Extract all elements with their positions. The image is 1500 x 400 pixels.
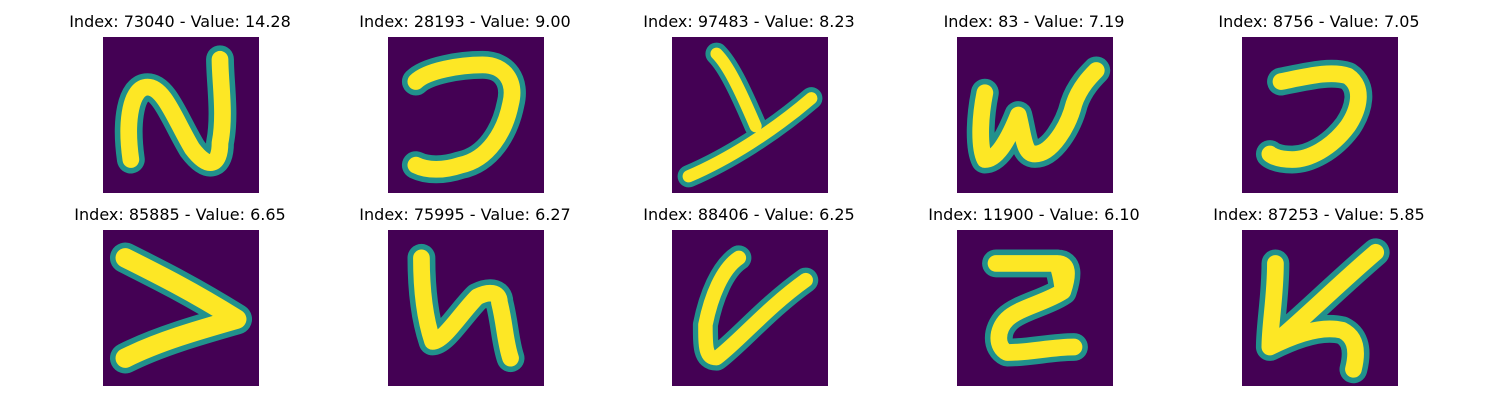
digit-image-k [1242,230,1398,386]
digit-image-y [672,37,828,193]
panel-title: Index: 28193 - Value: 9.00 [359,12,571,31]
digit-image-reversed-c [388,37,544,193]
panel-title: Index: 97483 - Value: 8.23 [643,12,855,31]
panel-title: Index: 11900 - Value: 6.10 [928,205,1140,224]
digit-image-w [957,37,1113,193]
panel-title: Index: 88406 - Value: 6.25 [643,205,855,224]
panel-title: Index: 73040 - Value: 14.28 [69,12,291,31]
panel-title: Index: 85885 - Value: 6.65 [74,205,286,224]
digit-image-two [957,230,1113,386]
digit-image-reversed-c-2 [1242,37,1398,193]
panel-title: Index: 87253 - Value: 5.85 [1213,205,1425,224]
digit-image-v [672,230,828,386]
digit-image-greater-than [103,230,259,386]
panel-title: Index: 8756 - Value: 7.05 [1218,12,1420,31]
digit-image-u [388,230,544,386]
panel-title: Index: 83 - Value: 7.19 [943,12,1125,31]
digit-image-n [103,37,259,193]
panel-title: Index: 75995 - Value: 6.27 [359,205,571,224]
